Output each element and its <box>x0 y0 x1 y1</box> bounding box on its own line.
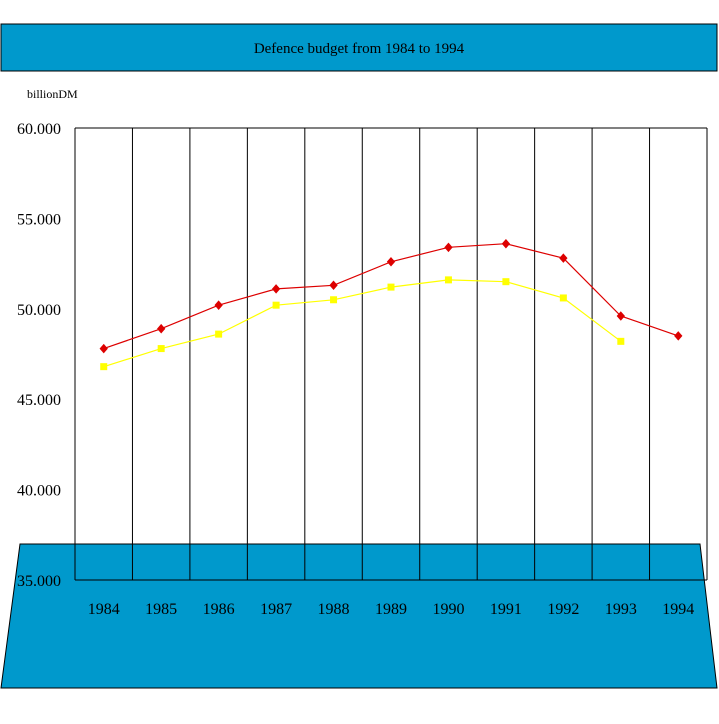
x-tick-label: 1985 <box>145 601 177 618</box>
data-point-marker <box>501 238 511 249</box>
data-point-marker <box>271 284 281 294</box>
data-point-marker <box>444 242 453 253</box>
y-tick-label: 55.000 <box>17 211 61 228</box>
data-point-marker <box>157 323 166 334</box>
data-point-marker <box>214 300 223 310</box>
data-point-marker <box>386 257 396 267</box>
x-tick-label: 1984 <box>88 601 120 618</box>
data-point-marker <box>99 343 108 354</box>
y-tick-label: 50.000 <box>17 302 61 319</box>
x-tick-label: 1993 <box>605 601 637 618</box>
x-tick-label: 1986 <box>203 601 235 618</box>
plot-area <box>75 128 707 580</box>
grid-lines <box>131 128 708 580</box>
y-tick-label: 60.000 <box>17 121 61 138</box>
data-point-marker <box>330 296 338 304</box>
x-tick-label: 1991 <box>490 601 522 618</box>
x-tick-label: 1989 <box>375 601 407 618</box>
x-tick-label: 1990 <box>432 601 464 618</box>
series-1 <box>99 238 683 354</box>
series-layer <box>99 238 683 371</box>
x-tick-label: 1994 <box>662 601 694 618</box>
data-point-marker <box>616 311 625 321</box>
series-2 <box>100 276 625 371</box>
data-point-marker <box>444 276 452 284</box>
data-point-marker <box>559 253 568 263</box>
y-tick-label: 45.000 <box>17 392 61 409</box>
chart-title: Defence budget from 1984 to 1994 <box>254 41 465 57</box>
x-tick-label: 1992 <box>547 601 579 618</box>
data-point-marker <box>272 301 280 309</box>
x-tick-label: 1988 <box>318 601 350 618</box>
data-point-marker <box>215 330 223 338</box>
y-tick-label: 35.000 <box>17 573 61 590</box>
data-point-marker <box>157 345 165 353</box>
y-tick-label: 40.000 <box>17 483 61 500</box>
data-point-marker <box>387 283 395 291</box>
title-banner <box>0 23 718 72</box>
data-point-marker <box>502 278 510 286</box>
series-line <box>103 279 622 368</box>
data-point-marker <box>559 294 567 302</box>
y-tick-labels: 60.000 55.000 50.000 45.000 40.000 35.000 <box>17 121 61 590</box>
x-tick-label: 1987 <box>260 601 292 618</box>
data-point-marker <box>329 280 338 291</box>
data-point-marker <box>100 363 108 371</box>
y-axis-unit-label: billionDM <box>27 87 78 101</box>
x-tick-labels: 1984 1985 1986 1987 1988 1989 1990 1991 1992 1993… <box>88 601 695 618</box>
data-point-marker <box>674 331 683 341</box>
data-point-marker <box>617 337 625 345</box>
